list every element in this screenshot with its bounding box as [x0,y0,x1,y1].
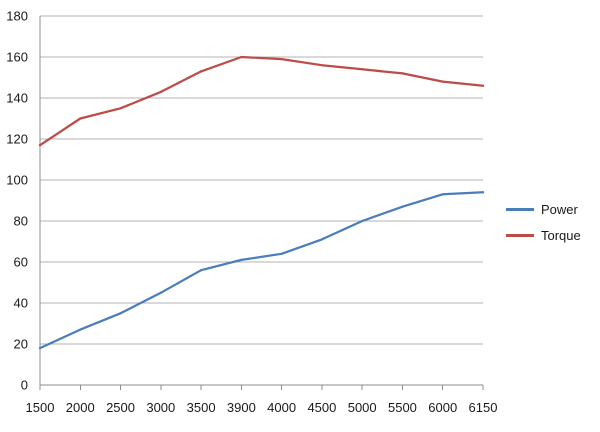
legend-item-torque: Torque [506,222,596,248]
y-tick-label-160: 160 [6,50,28,65]
data-point-torque-4500 [320,64,324,67]
y-tick-label-140: 140 [6,91,28,106]
data-point-power-3500 [199,269,203,272]
legend-swatch-torque [506,233,534,237]
x-tick-label-1500: 1500 [26,400,55,415]
x-tick-label-6000: 6000 [428,400,457,415]
data-point-torque-6150 [481,84,485,87]
data-point-power-2000 [79,328,82,331]
x-tick-label-3900: 3900 [227,400,256,415]
series-line-torque [38,55,485,147]
y-tick-label-180: 180 [6,9,28,24]
data-point-torque-3000 [159,90,162,93]
data-point-torque-2000 [79,117,82,120]
gridlines [40,15,483,345]
y-tick-label-100: 100 [6,173,28,188]
x-tick-label-5000: 5000 [348,400,377,415]
data-point-power-3000 [159,291,162,294]
legend: Power Torque [506,196,596,248]
data-point-power-6150 [481,191,485,194]
series-line-power [38,191,485,350]
x-tick-label-3500: 3500 [187,400,216,415]
data-point-torque-3500 [199,70,203,73]
legend-item-power: Power [506,196,596,222]
data-point-torque-4000 [280,57,283,61]
data-point-power-5000 [361,219,364,223]
axes [39,16,484,390]
data-point-power-5500 [401,205,404,208]
x-tick-label-3000: 3000 [146,400,175,415]
data-point-torque-6000 [441,80,444,83]
y-tick-label-80: 80 [14,214,28,229]
data-point-torque-5500 [401,72,404,75]
legend-label-torque: Torque [541,227,581,243]
y-tick-label-40: 40 [14,296,28,311]
legend-swatch-power [506,207,534,211]
y-tick-label-60: 60 [14,255,28,270]
data-point-torque-5000 [361,68,364,71]
x-tick-label-4000: 4000 [267,400,296,415]
data-point-power-6000 [441,193,444,196]
data-point-power-2500 [119,312,122,315]
data-point-torque-2500 [119,107,122,110]
tick-labels: 0 20 40 60 80 100 120 140 160 180 1500 2000 2500 3000… [6,9,497,416]
data-point-torque-1500 [38,144,42,147]
data-point-power-1500 [38,347,42,350]
data-point-power-4000 [280,252,283,255]
x-tick-label-2000: 2000 [66,400,95,415]
y-tick-label-0: 0 [21,378,28,393]
x-tick-label-6150: 6150 [469,400,498,415]
data-point-power-3900 [240,258,243,262]
series-lines [38,55,485,350]
legend-label-power: Power [541,201,578,217]
data-point-power-4500 [320,238,324,241]
x-tick-label-5500: 5500 [388,400,417,415]
y-tick-label-120: 120 [6,132,28,147]
x-tick-label-2500: 2500 [106,400,135,415]
x-tick-label-4500: 4500 [307,400,336,415]
y-tick-label-20: 20 [14,337,28,352]
data-point-torque-3900 [240,55,243,59]
